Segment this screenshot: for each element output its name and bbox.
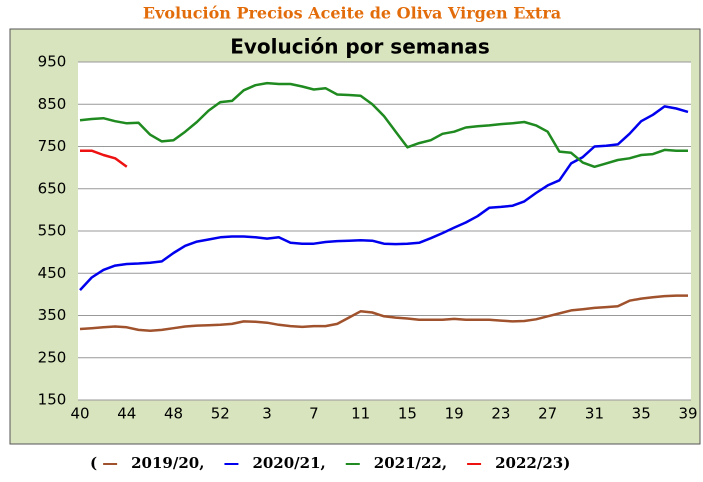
y-tick-label: 850 [38,95,67,113]
legend-paren: ( [90,454,97,472]
page-title: Evolución Precios Aceite de Oliva Virgen… [143,4,561,23]
legend-label: 2019/20, [131,454,204,472]
x-tick-label: 52 [211,405,230,423]
x-tick-label: 44 [117,405,136,423]
y-tick-label: 450 [38,264,67,282]
x-tick-label: 23 [491,405,510,423]
legend-label: 2020/21, [252,454,325,472]
y-tick-label: 550 [38,222,67,240]
y-tick-label: 350 [38,306,67,324]
series-line [80,149,128,168]
y-tick-label: 950 [38,53,67,71]
series-line [79,105,689,291]
series-line [79,294,688,332]
x-tick-label: 19 [445,405,464,423]
x-tick-label: 3 [262,405,272,423]
x-tick-label: 7 [309,405,319,423]
x-tick-label: 40 [70,405,89,423]
y-tick-label: 750 [38,137,67,155]
y-tick-label: 150 [38,391,67,409]
chart-title: Evolución por semanas [230,35,490,59]
x-tick-label: 15 [398,405,417,423]
x-tick-label: 48 [164,405,183,423]
x-tick-label: 27 [538,405,557,423]
y-tick-label: 650 [38,179,67,197]
x-tick-label: 31 [585,405,604,423]
legend-label: 2022/23 [495,454,563,472]
x-tick-label: 11 [351,405,370,423]
legend-paren: ) [563,454,570,472]
x-tick-label: 39 [678,405,697,423]
y-tick-label: 250 [38,348,67,366]
series-line [79,81,688,169]
x-tick-label: 35 [632,405,651,423]
legend-label: 2021/22, [374,454,447,472]
